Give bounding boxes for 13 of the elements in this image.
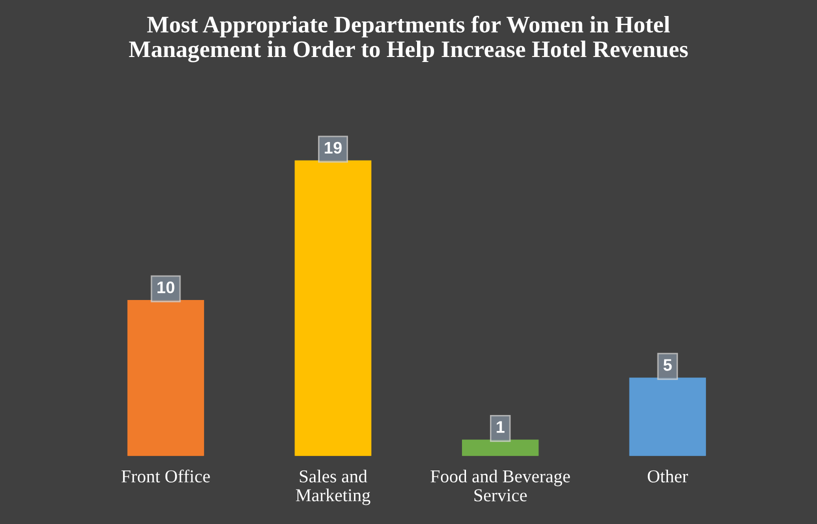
data-label: 10: [158, 281, 174, 294]
bar: [462, 440, 539, 456]
x-tick-label: Sales and Marketing: [296, 470, 370, 506]
bar: [294, 160, 372, 456]
data-label: 19: [324, 142, 342, 154]
chart-title: Most Appropriate Departments for Women in Hotel Management in Order to Help Increase Hotel Revenues: [128, 16, 688, 62]
data-label: 1: [496, 421, 504, 433]
bar: [629, 378, 706, 456]
x-tick-label: Other: [648, 470, 688, 482]
data-label: 5: [663, 359, 672, 371]
bar: [127, 300, 204, 456]
x-tick-label: Front Office: [122, 470, 210, 482]
x-tick-label: Food and Beverage Service: [430, 470, 570, 502]
